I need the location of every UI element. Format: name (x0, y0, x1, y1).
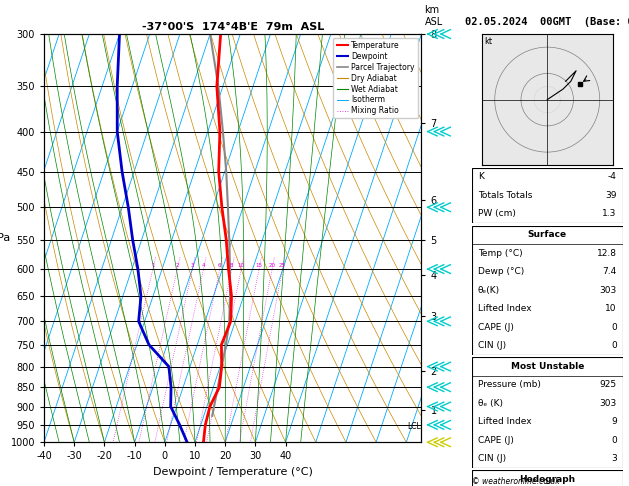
Text: 3: 3 (191, 263, 194, 268)
Text: 39: 39 (605, 191, 616, 200)
Text: θₑ(K): θₑ(K) (478, 286, 500, 295)
Text: 2: 2 (175, 263, 179, 268)
Text: 1.3: 1.3 (603, 209, 616, 218)
Text: 4: 4 (202, 263, 205, 268)
Text: Lifted Index: Lifted Index (478, 417, 532, 426)
Text: CIN (J): CIN (J) (478, 341, 506, 350)
Text: Lifted Index: Lifted Index (478, 304, 532, 313)
Text: Most Unstable: Most Unstable (511, 362, 584, 371)
Legend: Temperature, Dewpoint, Parcel Trajectory, Dry Adiabat, Wet Adiabat, Isotherm, Mi: Temperature, Dewpoint, Parcel Trajectory… (333, 38, 418, 119)
Text: hPa: hPa (0, 233, 10, 243)
Text: PW (cm): PW (cm) (478, 209, 516, 218)
Text: 10: 10 (605, 304, 616, 313)
Text: 303: 303 (599, 286, 616, 295)
Text: 9: 9 (611, 417, 616, 426)
Text: Temp (°C): Temp (°C) (478, 249, 523, 258)
Text: 20: 20 (269, 263, 276, 268)
Text: CAPE (J): CAPE (J) (478, 323, 514, 331)
Text: 3: 3 (611, 454, 616, 463)
Text: Pressure (mb): Pressure (mb) (478, 381, 541, 389)
Text: Dewp (°C): Dewp (°C) (478, 267, 524, 276)
Text: 02.05.2024  00GMT  (Base: 06): 02.05.2024 00GMT (Base: 06) (465, 17, 629, 27)
Text: K: K (478, 173, 484, 181)
Text: CIN (J): CIN (J) (478, 454, 506, 463)
Text: Hodograph: Hodograph (519, 475, 576, 484)
Text: -4: -4 (608, 173, 616, 181)
X-axis label: Dewpoint / Temperature (°C): Dewpoint / Temperature (°C) (153, 467, 313, 477)
Text: 10: 10 (238, 263, 245, 268)
Text: 303: 303 (599, 399, 616, 408)
Text: 0: 0 (611, 323, 616, 331)
Text: 1: 1 (151, 263, 154, 268)
Text: 925: 925 (599, 381, 616, 389)
Text: 7.4: 7.4 (603, 267, 616, 276)
Text: kt: kt (484, 36, 493, 46)
Text: 0: 0 (611, 436, 616, 445)
Text: -37°00'S  174°4B'E  79m  ASL: -37°00'S 174°4B'E 79m ASL (142, 21, 324, 32)
Text: © weatheronline.co.uk: © weatheronline.co.uk (472, 477, 559, 486)
Text: LCL: LCL (407, 422, 421, 431)
Text: 25: 25 (279, 263, 286, 268)
Text: 8: 8 (230, 263, 233, 268)
Text: Surface: Surface (528, 230, 567, 239)
Text: 6: 6 (218, 263, 221, 268)
Text: CAPE (J): CAPE (J) (478, 436, 514, 445)
Text: θₑ (K): θₑ (K) (478, 399, 503, 408)
Text: 12.8: 12.8 (597, 249, 616, 258)
Text: 0: 0 (611, 341, 616, 350)
Text: Totals Totals: Totals Totals (478, 191, 532, 200)
Text: 15: 15 (255, 263, 262, 268)
Text: km
ASL: km ASL (425, 5, 443, 27)
